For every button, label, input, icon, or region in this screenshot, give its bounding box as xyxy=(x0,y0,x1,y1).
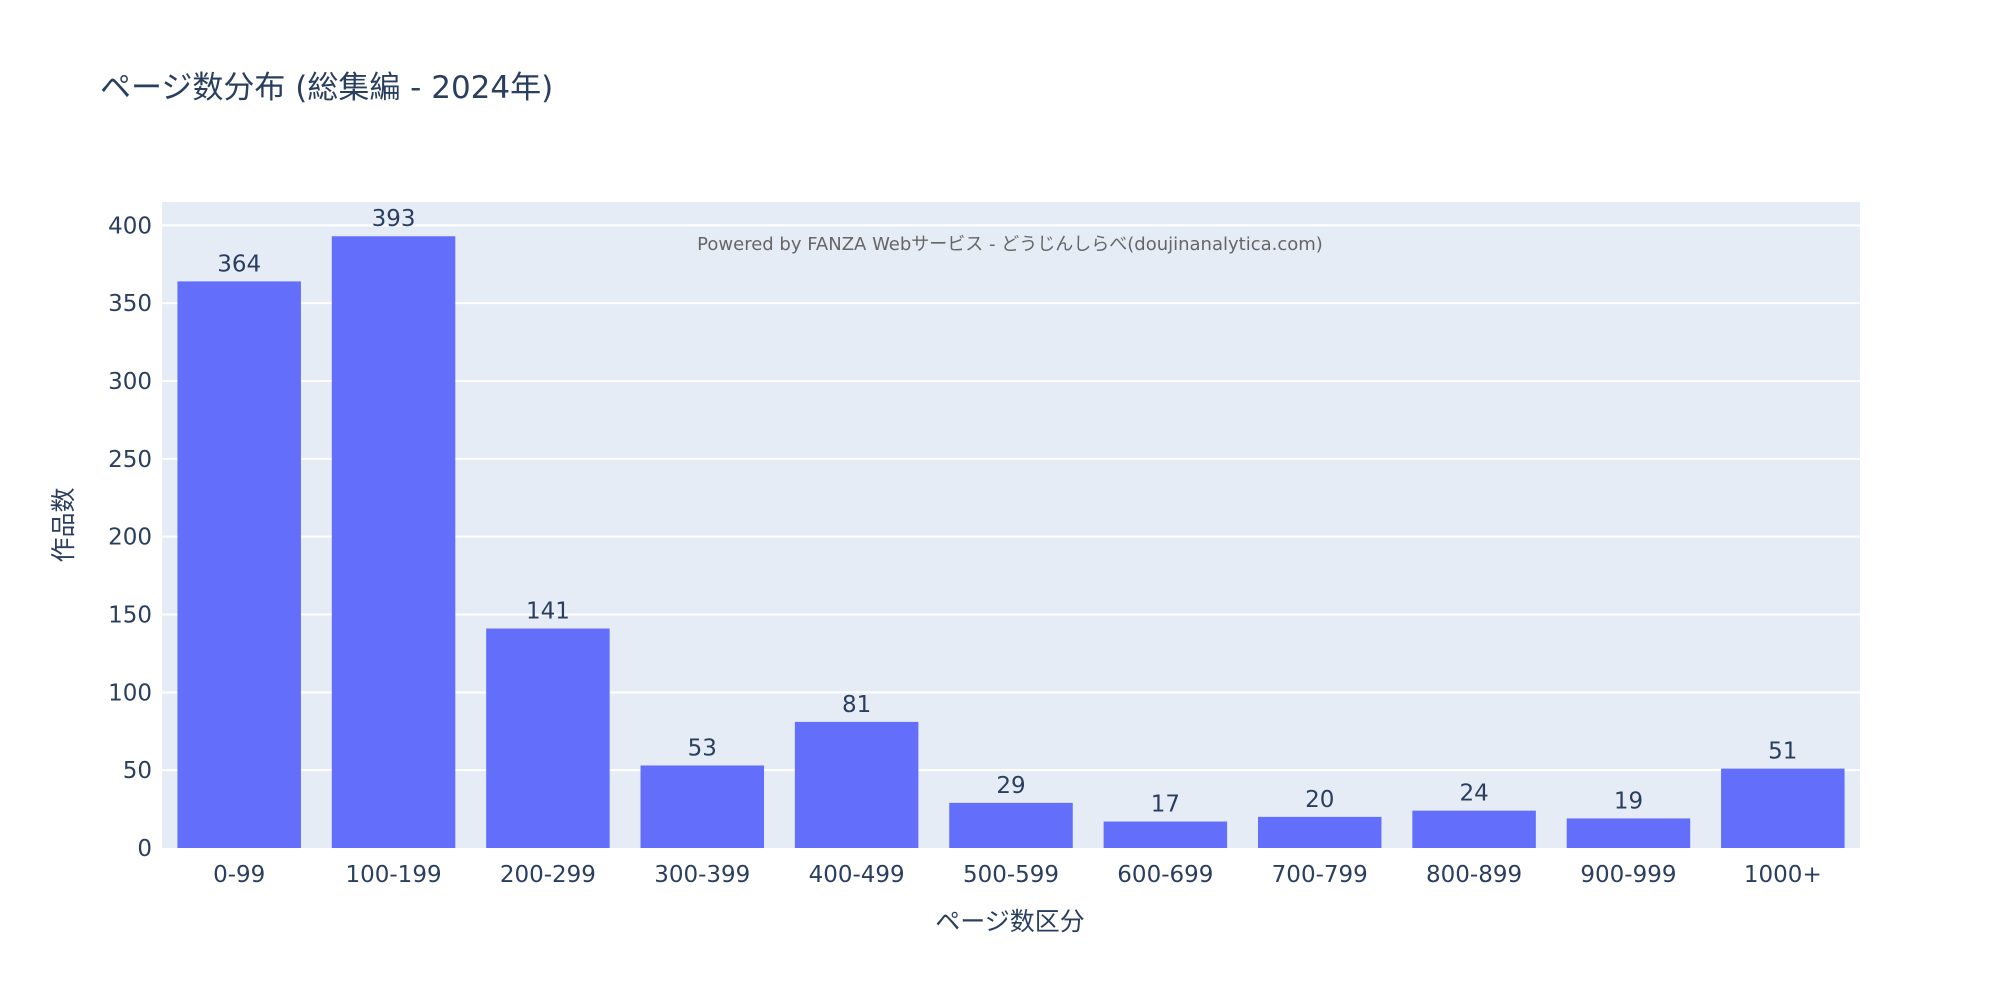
bars xyxy=(177,236,1845,848)
x-tick-label: 100-199 xyxy=(345,862,441,888)
bar-value-label: 364 xyxy=(217,251,261,277)
y-tick-label: 200 xyxy=(108,525,152,551)
bar-value-label: 17 xyxy=(1151,792,1180,818)
y-tick-label: 50 xyxy=(123,758,152,784)
bar-200-299 xyxy=(486,628,610,848)
x-tick-label: 300-399 xyxy=(654,862,750,888)
bar-1000+ xyxy=(1721,768,1845,848)
x-tick-label: 0-99 xyxy=(213,862,265,888)
chart-title: ページ数分布 (総集編 - 2024年) xyxy=(100,70,553,106)
bar-value-label: 24 xyxy=(1459,781,1488,807)
x-tick-label: 500-599 xyxy=(963,862,1059,888)
x-tick-label: 900-999 xyxy=(1580,862,1676,888)
bar-value-label: 29 xyxy=(996,773,1025,799)
bar-700-799 xyxy=(1257,816,1382,848)
bar-labels: 364 393 141 53 81 29 17 20 24 19 51 xyxy=(217,206,1797,817)
bar-500-599 xyxy=(949,802,1073,848)
bar-900-999 xyxy=(1566,818,1691,848)
bar-value-label: 19 xyxy=(1614,788,1643,814)
x-tick-label: 400-499 xyxy=(809,862,905,888)
bar-value-label: 53 xyxy=(688,735,717,761)
x-tick-label: 600-699 xyxy=(1117,862,1213,888)
x-tick-label: 200-299 xyxy=(500,862,596,888)
bar-100-199 xyxy=(331,236,456,848)
x-tick-label: 800-899 xyxy=(1426,862,1522,888)
bar-0-99 xyxy=(177,281,301,848)
bar-400-499 xyxy=(794,721,919,848)
x-axis-title: ページ数区分 xyxy=(935,907,1085,936)
bar-value-label: 81 xyxy=(842,692,871,718)
y-axis-title: 作品数 xyxy=(49,487,78,562)
bar-value-label: 393 xyxy=(372,206,416,232)
bar-value-label: 51 xyxy=(1768,739,1797,765)
y-axis-ticks: 0 50 100 150 200 250 300 350 400 xyxy=(108,213,152,862)
y-tick-label: 150 xyxy=(108,603,152,629)
x-tick-label: 700-799 xyxy=(1272,862,1368,888)
x-tick-label: 1000+ xyxy=(1744,862,1822,888)
bar-value-label: 141 xyxy=(526,599,570,625)
y-tick-label: 400 xyxy=(108,213,152,239)
y-tick-label: 250 xyxy=(108,447,152,473)
y-tick-label: 300 xyxy=(108,369,152,395)
bar-value-label: 20 xyxy=(1305,787,1334,813)
y-tick-label: 0 xyxy=(137,836,152,862)
bar-300-399 xyxy=(640,765,765,848)
x-axis-ticks: 0-99 100-199 200-299 300-399 400-499 500-599 6… xyxy=(213,862,1822,888)
source-annotation: Powered by FANZA Webサービス - どうじんしらべ(douji… xyxy=(697,234,1323,255)
bar-800-899 xyxy=(1412,810,1536,848)
y-tick-label: 350 xyxy=(108,291,152,317)
bar-600-699 xyxy=(1103,821,1228,848)
y-tick-label: 100 xyxy=(108,680,152,706)
